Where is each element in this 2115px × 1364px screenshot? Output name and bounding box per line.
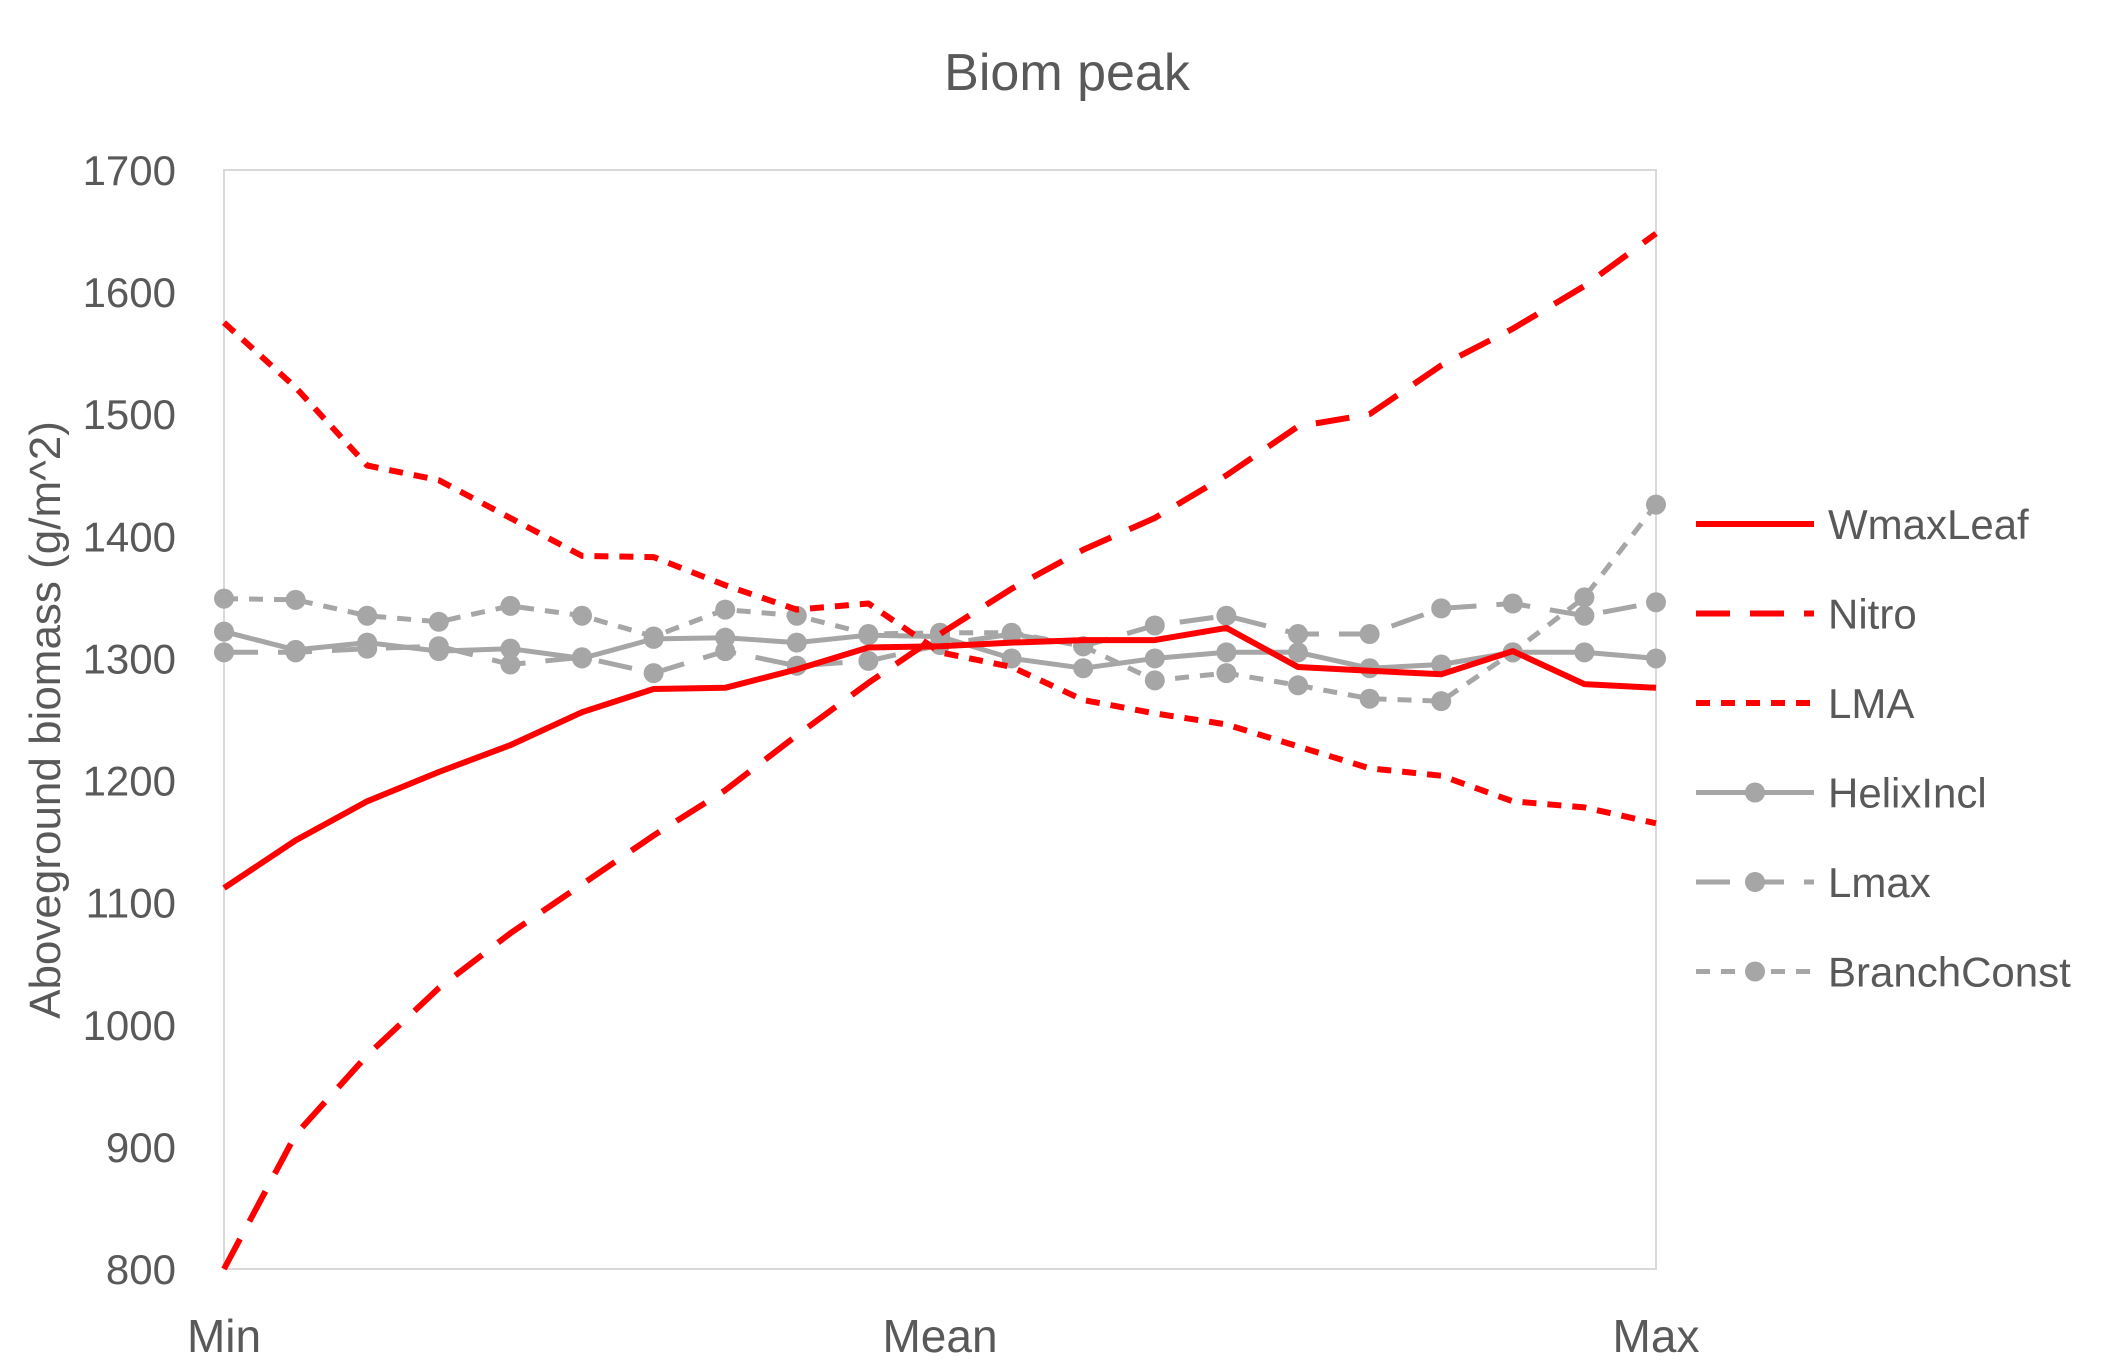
legend-label: HelixIncl [1828,770,1987,817]
data-point [858,650,879,671]
y-tick-labels: 800 900 1000 1100 1200 1300 1400 1500 1600 1700 [83,147,176,1293]
legend-label: WmaxLeaf [1828,501,2029,548]
data-point [500,595,521,616]
data-point [428,636,449,657]
data-point [1431,598,1452,619]
data-point [500,654,521,675]
data-point [1574,605,1595,626]
y-tick-label: 1700 [83,147,176,194]
x-tick-label: Mean [882,1310,997,1362]
series-branchconst [214,494,1666,712]
data-point [1216,663,1237,684]
data-point [1431,691,1452,712]
data-point [643,626,664,647]
data-point [214,588,234,609]
data-point [715,599,736,620]
data-point [357,638,378,659]
data-point [1144,670,1165,691]
series-line-wmaxleaf [222,624,1657,891]
data-point [1646,592,1666,613]
data-point [1646,648,1666,669]
x-tick-labels: Min Mean Max [187,1310,1700,1362]
legend-marker [1745,782,1765,803]
legend-marker [1745,872,1765,892]
legend-item-lmax: Lmax [1696,859,1931,906]
data-point [858,624,879,645]
data-point [643,663,664,684]
legend-label: LMA [1828,680,1914,727]
x-tick-label: Max [1613,1310,1700,1362]
series-lines [214,231,1666,1271]
legend-label: Nitro [1828,591,1917,638]
data-point [1359,624,1380,645]
data-point [1216,642,1237,663]
data-point [428,611,449,632]
series-line-nitro [221,231,1658,1271]
data-point [500,638,521,659]
y-tick-label: 800 [106,1246,176,1293]
y-tick-label: 1400 [83,513,176,560]
series-line-lma [221,320,1657,827]
data-point [715,641,736,662]
data-point [1144,615,1165,636]
y-tick-label: 900 [106,1124,176,1171]
data-point [786,632,807,653]
y-tick-label: 1300 [83,635,176,682]
data-point [1216,605,1237,626]
data-point [572,647,592,668]
y-tick-label: 1600 [83,269,176,316]
data-point [1001,622,1022,643]
chart-title: Biom peak [944,44,1191,102]
data-point [1288,642,1308,663]
legend-label: Lmax [1828,859,1931,906]
data-point [1144,648,1165,669]
y-tick-label: 1500 [83,391,176,438]
data-point [285,642,306,663]
legend-marker [1745,961,1765,982]
legend-label: BranchConst [1828,949,2071,996]
data-point [1646,494,1666,515]
data-point [1288,624,1308,645]
legend-item-lma: LMA [1696,680,1914,727]
data-point [1073,658,1094,679]
legend-item-nitro: Nitro [1696,591,1917,638]
data-point [214,621,234,642]
legend-item-branchconst: BranchConst [1696,949,2071,996]
data-point [357,605,378,626]
y-axis-label: Aboveground biomass (g/m^2) [21,421,70,1019]
x-tick-label: Min [187,1310,261,1362]
data-point [1574,642,1595,663]
plot-frame [223,169,1657,1270]
data-point [1359,688,1380,709]
data-point [1288,675,1308,696]
legend-item-wmaxleaf: WmaxLeaf [1696,501,2029,548]
y-tick-label: 1100 [86,880,176,927]
data-point [1574,587,1595,608]
legend: WmaxLeaf Nitro LMA HelixIncl Lmax BranchConst [1696,501,2071,996]
legend-item-helixincl: HelixIncl [1696,770,1987,817]
data-point [214,642,234,663]
series-wmaxleaf [222,624,1657,891]
data-point [285,589,306,610]
data-point [1502,593,1523,614]
y-tick-label: 1000 [83,1002,176,1049]
series-nitro [221,231,1658,1271]
data-point [572,605,592,626]
series-lma [221,320,1657,827]
y-tick-label: 1200 [83,758,176,805]
